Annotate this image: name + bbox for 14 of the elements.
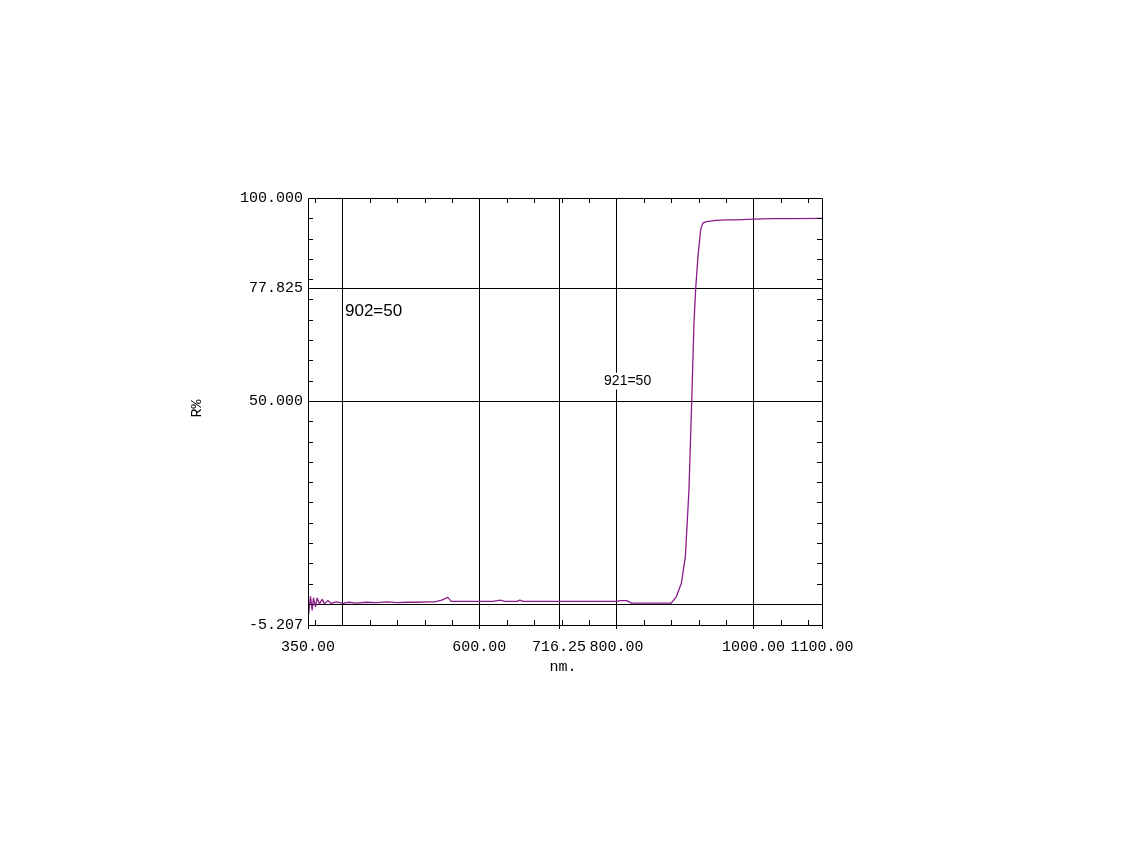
y-tick-label: 50.000 <box>248 392 303 410</box>
x-tick-label: 716.25 <box>532 638 587 656</box>
x-tick-label: 1000.00 <box>721 638 785 656</box>
annotation: 902=50 <box>345 300 403 320</box>
y-tick-label: -5.207 <box>248 616 303 634</box>
annotation: 921=50 <box>604 372 652 389</box>
y-tick-label: 100.000 <box>239 189 303 207</box>
y-tick-label: 77.825 <box>248 279 303 297</box>
y-axis-title: R% <box>188 398 206 418</box>
x-tick-label: 600.00 <box>452 638 507 656</box>
x-axis-title: nm. <box>549 658 577 676</box>
x-tick-label: 1100.00 <box>790 638 854 656</box>
x-tick-label: 350.00 <box>280 638 336 656</box>
x-tick-label: 800.00 <box>589 638 644 656</box>
